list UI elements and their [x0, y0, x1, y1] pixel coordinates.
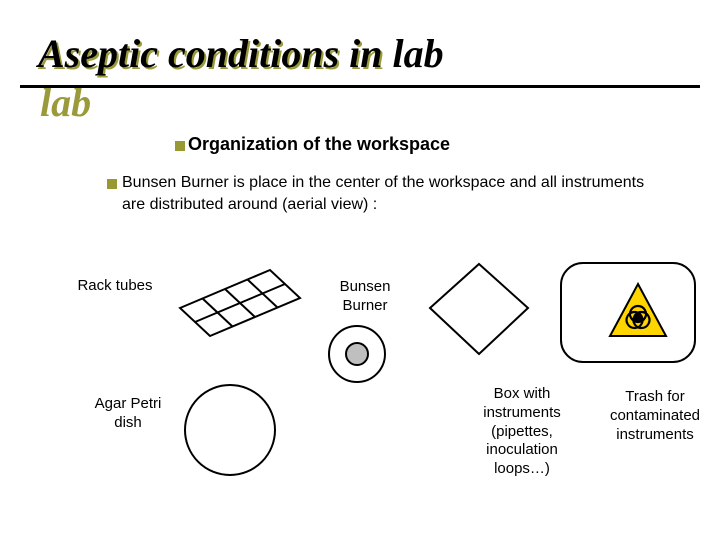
petri-dish-label: Agar Petridish: [78, 395, 178, 433]
bullet-icon: [175, 141, 185, 151]
subtitle: Organization of the workspace: [188, 134, 450, 155]
bunsen-burner-label: BunsenBurner: [325, 278, 405, 316]
title-underline: [20, 85, 700, 88]
petri-dish-shape: [180, 380, 280, 480]
instrument-box-label: Box withinstruments(pipettes,inoculation…: [462, 385, 582, 479]
rack-tubes-label: Rack tubes: [65, 277, 165, 296]
instrument-box-shape: [424, 260, 534, 360]
body-text: Bunsen Burner is place in the center of …: [122, 172, 662, 215]
bunsen-burner-shape: [325, 322, 389, 386]
bullet-icon: [107, 179, 117, 189]
trash-label: Trash forcontaminatedinstruments: [595, 388, 715, 444]
rack-tubes-shape: [155, 258, 305, 338]
slide-title-front: Aseptic conditions in lab: [38, 31, 444, 76]
biohazard-icon: [608, 282, 668, 342]
slide-title: Aseptic conditions in lab Aseptic condit…: [38, 30, 444, 77]
